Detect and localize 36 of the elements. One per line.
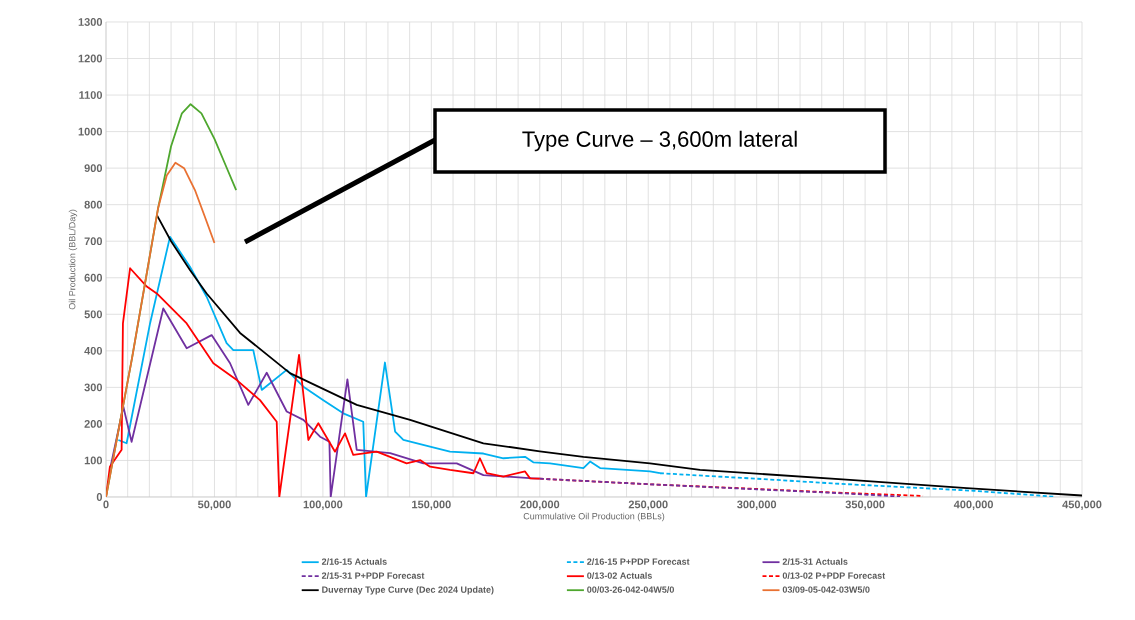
x-tick-label: 100,000 (303, 500, 343, 510)
y-tick-label: 800 (84, 200, 103, 209)
legend-label: Duvernay Type Curve (Dec 2024 Update) (322, 586, 494, 595)
x-tick-label: 350,000 (845, 500, 885, 510)
x-tick-label: 50,000 (197, 500, 231, 510)
y-tick-label: 600 (84, 273, 103, 282)
y-tick-label: 100 (84, 456, 103, 465)
y-tick-label: 200 (84, 420, 103, 428)
annotation: Type Curve – 3,600m lateral (522, 130, 797, 152)
legend-label: 2/15-31 Actuals (782, 558, 848, 565)
y-tick-label: 700 (84, 237, 103, 246)
x-tick-label: 0 (103, 500, 109, 509)
y-tick-label: 900 (84, 164, 103, 173)
x-tick-label: 300,000 (737, 500, 777, 510)
y-axis-title: Oil Production (BBL/Day) (68, 209, 78, 310)
legend-label: 2/16-15 P+PDP Forecast (587, 558, 690, 565)
x-tick-label: 250,000 (628, 500, 668, 510)
y-tick-label: 300 (84, 383, 103, 392)
x-tick-label: 400,000 (953, 500, 993, 510)
y-tick-label: 1100 (79, 91, 103, 99)
y-tick-label: 1300 (78, 18, 103, 26)
y-tick-label: 500 (84, 310, 103, 319)
x-axis-title: Cummulative Oil Production (BBLs) (523, 512, 665, 522)
y-tick-label: 400 (84, 346, 103, 355)
y-tick-label: 1000 (78, 127, 103, 136)
legend-label: 0/13-02 Actuals (587, 572, 652, 579)
x-tick-label: 150,000 (412, 500, 451, 510)
legend-label: 00/03-26-042-04W5/0 (587, 586, 674, 593)
x-tick-label: 450,000 (1062, 500, 1102, 510)
legend-label: 2/16-15 Actuals (321, 558, 387, 565)
y-tick-label: 1200 (78, 54, 103, 63)
y-tick-label: 0 (96, 493, 103, 501)
legend-label: 2/15-31 P+PDP Forecast (321, 572, 425, 579)
legend-label: 0/13-02 P+PDP Forecast (782, 572, 886, 579)
x-tick-label: 200,000 (520, 500, 560, 510)
legend-label: 03/09-05-042-03W5/0 (782, 586, 870, 593)
